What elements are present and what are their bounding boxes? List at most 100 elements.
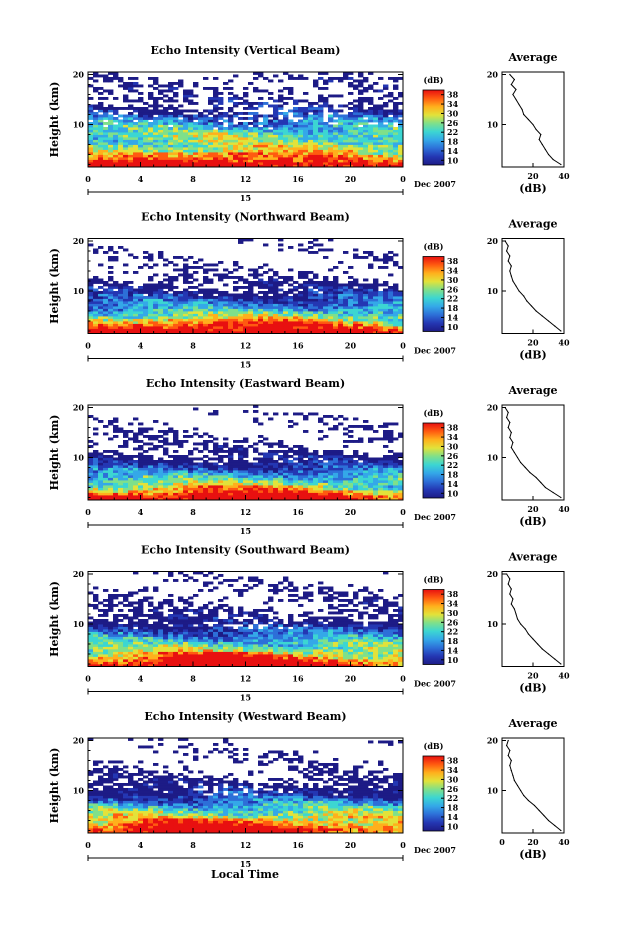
colorbar-tick-label: 26 <box>447 451 459 461</box>
average-y-tick-label: 10 <box>487 786 499 796</box>
colorbar-tick-label: 34 <box>447 99 459 109</box>
average-frame <box>501 238 565 334</box>
average-y-tick-label: 20 <box>487 70 499 80</box>
colorbar-tick-label: 30 <box>447 108 459 118</box>
y-axis-label: Height (km) <box>48 748 61 824</box>
colorbar-tick-label: 22 <box>447 294 458 304</box>
average-y-tick-label: 20 <box>487 403 499 413</box>
colorbar-tick-label: 38 <box>447 423 459 433</box>
x-tick-label: 16 <box>292 674 304 684</box>
date-day-label: 15 <box>240 693 251 703</box>
x-tick-label: 12 <box>240 174 251 184</box>
panel-title: Echo Intensity (Northward Beam) <box>141 211 350 224</box>
average-y-tick-label: 20 <box>487 569 499 579</box>
date-month-label: Dec 2007 <box>414 679 456 689</box>
average-y-tick-label: 20 <box>487 236 499 246</box>
y-tick-label: 20 <box>73 70 85 80</box>
panel-title: Echo Intensity (Southward Beam) <box>141 544 350 557</box>
panel-title: Echo Intensity (Westward Beam) <box>144 710 346 723</box>
x-tick-label: 4 <box>138 507 144 517</box>
colorbar <box>422 589 445 665</box>
y-axis-label: Height (km) <box>48 82 61 158</box>
heatmap-field <box>88 405 404 501</box>
average-x-tick-label: 40 <box>558 504 570 514</box>
heatmap-field <box>88 571 404 667</box>
colorbar-tick-label: 22 <box>447 460 458 470</box>
x-tick-label: 20 <box>345 174 357 184</box>
x-tick-label: 0 <box>85 341 91 351</box>
average-x-tick-label: 20 <box>527 171 539 181</box>
average-xlabel: (dB) <box>519 682 546 695</box>
x-tick-label: 8 <box>190 507 196 517</box>
colorbar-tick-label: 34 <box>447 765 459 775</box>
colorbar-tick-label: 38 <box>447 256 459 266</box>
x-tick-label: 0 <box>400 840 406 850</box>
x-tick-label: 8 <box>190 840 196 850</box>
x-tick-label: 0 <box>400 674 406 684</box>
colorbar <box>422 89 445 166</box>
date-month-label: Dec 2007 <box>414 512 456 522</box>
colorbar-tick-label: 22 <box>447 627 458 637</box>
average-y-tick-label: 10 <box>487 286 499 296</box>
colorbar-tick-label: 26 <box>447 617 459 627</box>
x-tick-label: 0 <box>85 507 91 517</box>
heatmap-field <box>88 738 404 834</box>
colorbar-tick-label: 14 <box>447 479 459 489</box>
colorbar-tick-label: 26 <box>447 118 459 128</box>
average-x-tick-label: 20 <box>527 338 539 348</box>
x-tick-label: 4 <box>138 341 144 351</box>
average-line <box>504 407 562 498</box>
average-frame <box>501 71 565 168</box>
colorbar-tick-label: 34 <box>447 599 459 609</box>
colorbar-tick-label: 38 <box>447 90 459 100</box>
x-tick-label: 4 <box>138 674 144 684</box>
y-tick-label: 10 <box>73 286 85 296</box>
average-y-tick-label: 10 <box>487 120 499 130</box>
date-day-label: 15 <box>240 360 251 370</box>
x-tick-label: 12 <box>240 840 251 850</box>
x-tick-label: 12 <box>240 341 251 351</box>
x-tick-label: 20 <box>345 840 357 850</box>
x-tick-label: 0 <box>85 174 91 184</box>
x-tick-label: 8 <box>190 341 196 351</box>
x-tick-label: 4 <box>138 174 144 184</box>
colorbar-tick-label: 22 <box>447 793 458 803</box>
x-tick-label: 12 <box>240 507 251 517</box>
colorbar-tick-label: 34 <box>447 266 459 276</box>
colorbar-tick-label: 10 <box>447 821 459 831</box>
average-title: Average <box>507 51 557 64</box>
x-tick-label: 12 <box>240 674 251 684</box>
colorbar-unit: (dB) <box>424 741 444 751</box>
y-tick-label: 20 <box>73 736 85 746</box>
colorbar <box>422 755 445 832</box>
average-frame <box>501 737 565 834</box>
average-xlabel: (dB) <box>519 349 546 362</box>
colorbar <box>422 256 445 332</box>
average-x-tick-label: 20 <box>527 837 539 847</box>
average-y-tick-label: 10 <box>487 453 499 463</box>
average-xlabel: (dB) <box>519 182 546 195</box>
colorbar-tick-label: 34 <box>447 432 459 442</box>
x-tick-label: 0 <box>400 341 406 351</box>
colorbar-tick-label: 14 <box>447 146 459 156</box>
y-axis-label: Height (km) <box>48 248 61 324</box>
date-month-label: Dec 2007 <box>414 179 456 189</box>
colorbar-tick-label: 10 <box>447 155 459 165</box>
panel-0: Echo Intensity (Vertical Beam) 0 4 8 12 16 20 0… <box>48 44 570 203</box>
y-tick-label: 10 <box>73 453 85 463</box>
heatmap-field <box>88 72 404 168</box>
y-tick-label: 20 <box>73 403 85 413</box>
average-x-tick-label: 40 <box>558 171 570 181</box>
average-frame <box>501 571 565 667</box>
colorbar-tick-label: 38 <box>447 756 459 766</box>
panel-title: Echo Intensity (Eastward Beam) <box>146 377 345 390</box>
colorbar-tick-label: 18 <box>447 803 459 813</box>
colorbar-tick-label: 30 <box>447 774 459 784</box>
colorbar-tick-label: 10 <box>447 488 459 498</box>
y-tick-label: 10 <box>73 786 85 796</box>
